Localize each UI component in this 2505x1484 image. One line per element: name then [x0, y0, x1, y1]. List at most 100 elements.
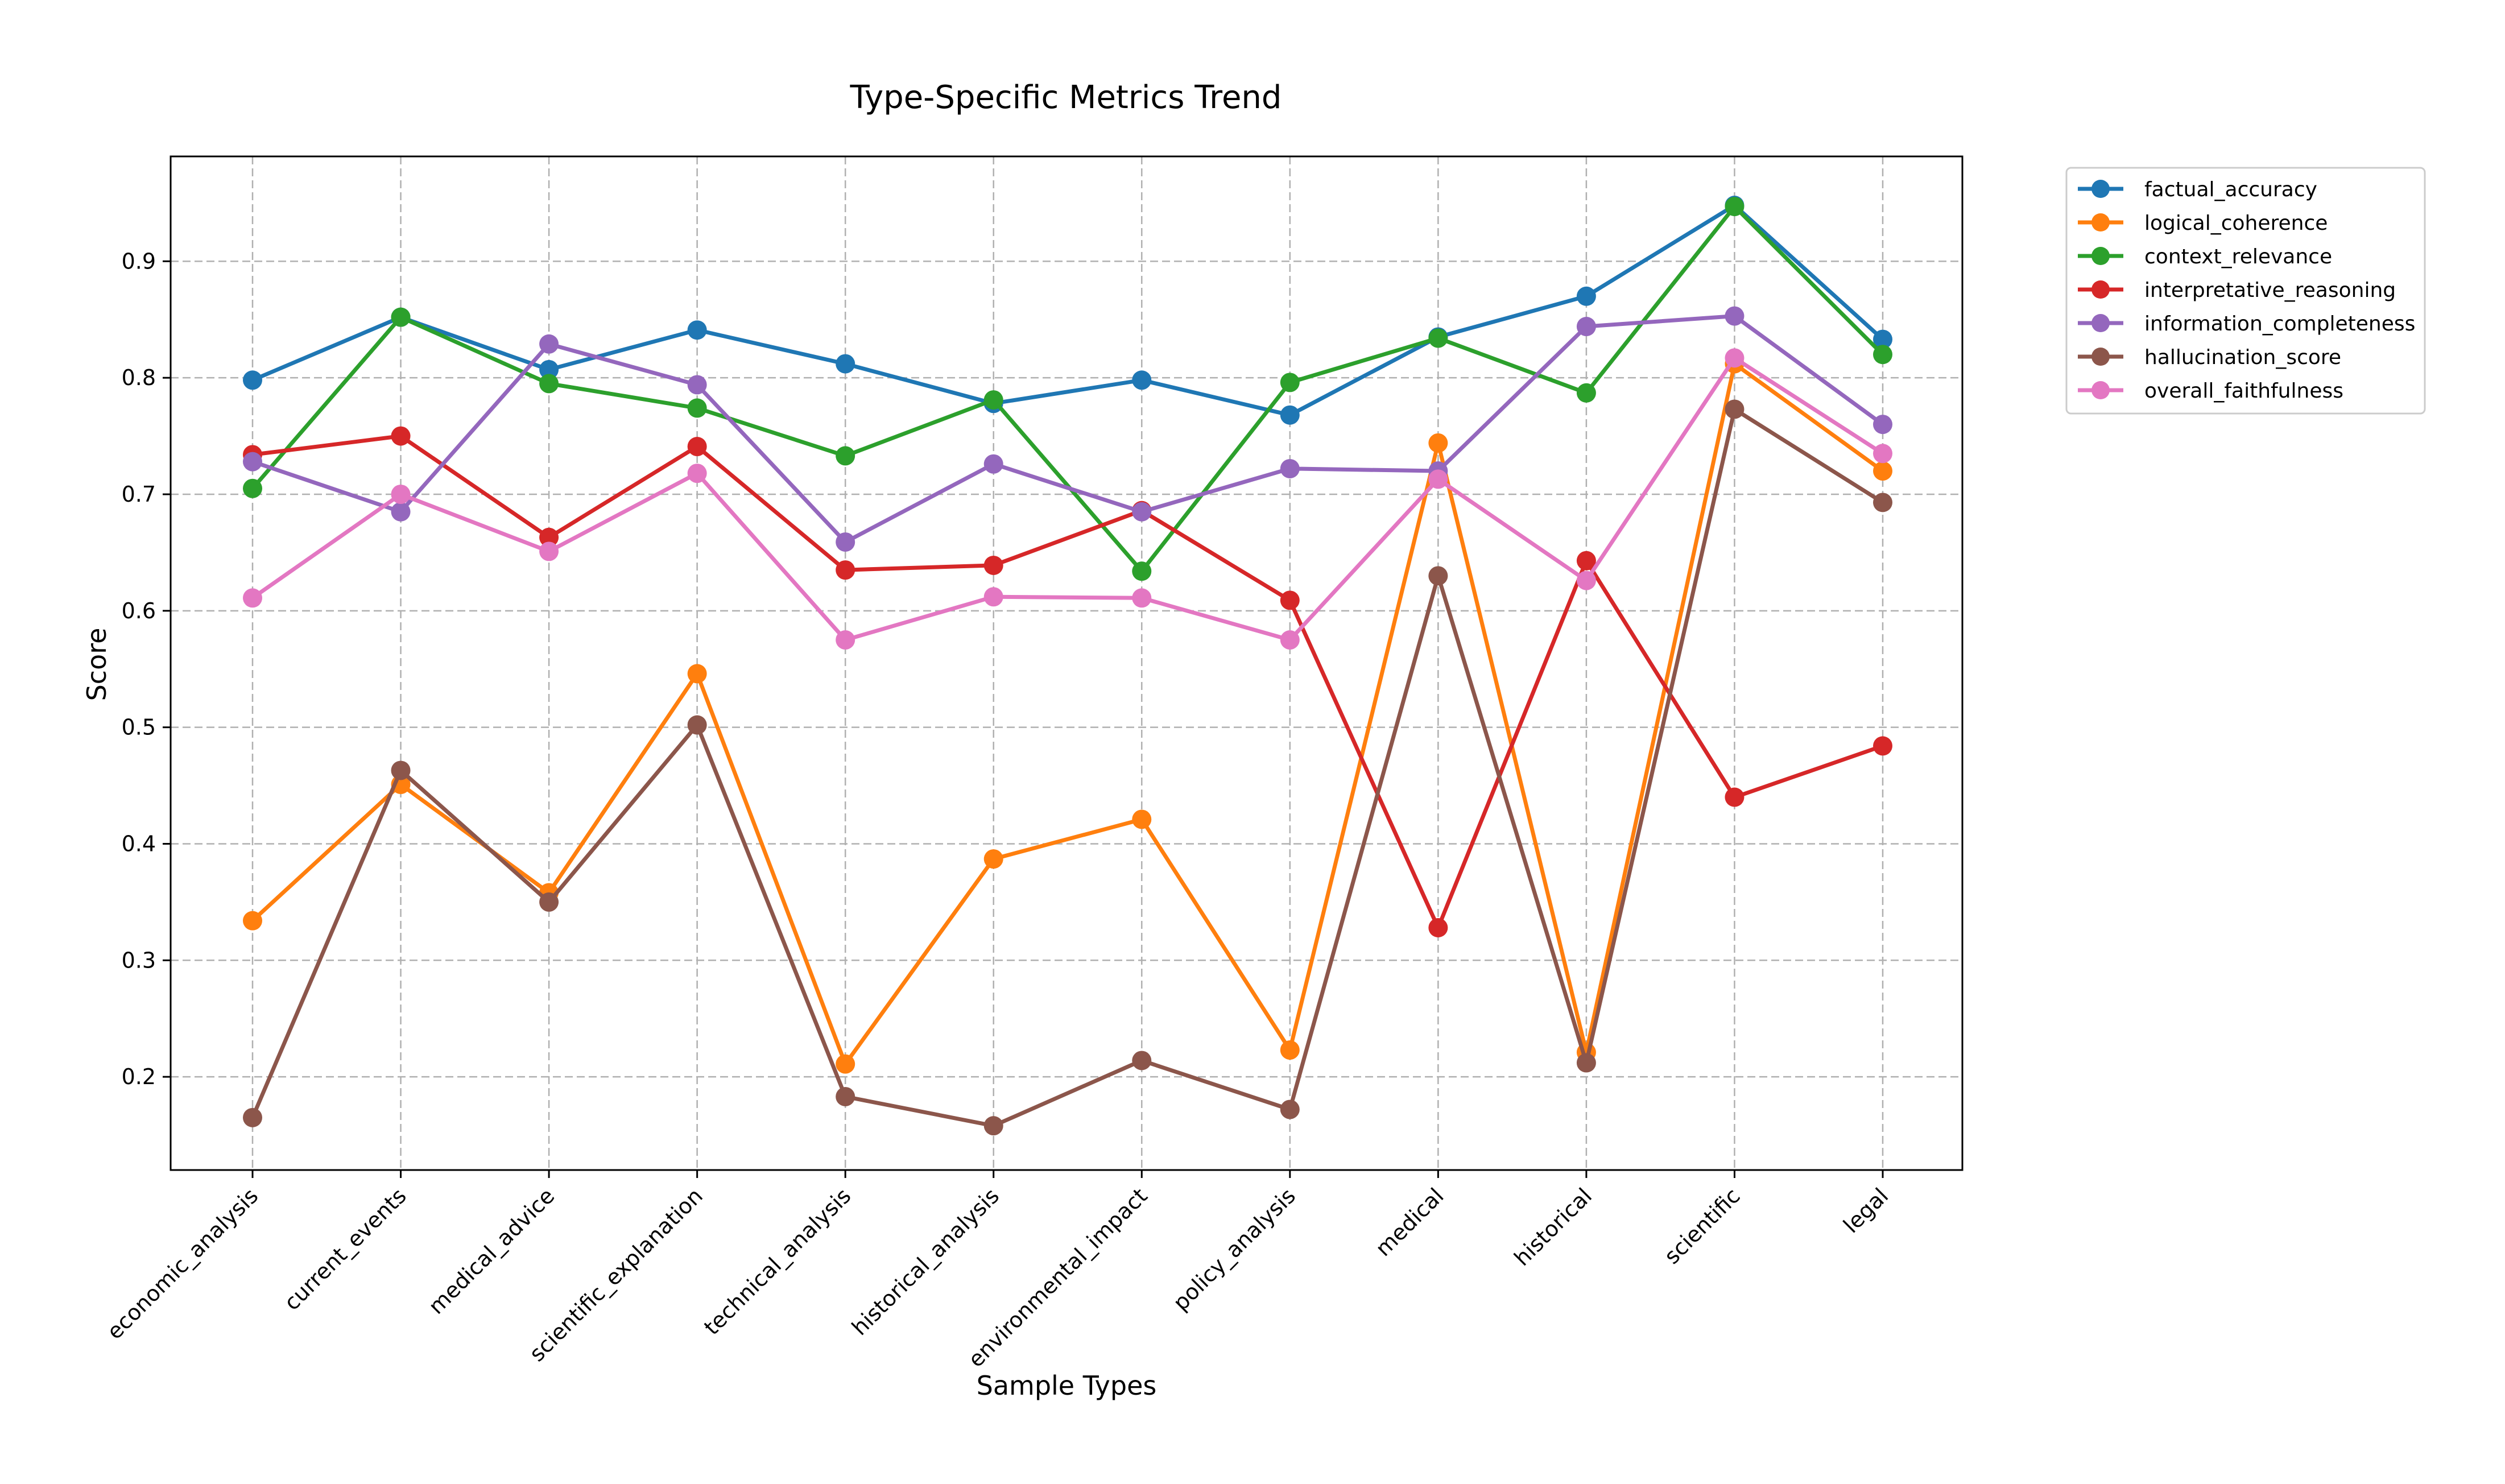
data-point-context_relevance — [1576, 383, 1596, 403]
data-point-hallucination_score — [391, 760, 411, 780]
legend-label: context_relevance — [2144, 245, 2332, 268]
legend: factual_accuracy logical_coherencecontext… — [2065, 167, 2426, 415]
data-point-interpretative_reasoning — [687, 437, 707, 457]
data-point-overall_faithfulness — [1280, 630, 1300, 650]
legend-swatch-marker — [2091, 213, 2110, 232]
data-point-context_relevance — [243, 478, 262, 498]
data-point-hallucination_score — [1576, 1053, 1596, 1073]
data-point-logical_coherence — [836, 1054, 855, 1074]
legend-label: logical_coherence — [2144, 212, 2328, 235]
legend-label: hallucination_score — [2144, 346, 2341, 369]
legend-swatch-marker — [2091, 314, 2110, 332]
y-tick-label: 0.7 — [122, 482, 156, 507]
data-point-hallucination_score — [1132, 1051, 1152, 1070]
series-line-logical_coherence — [251, 362, 1884, 1067]
data-point-factual_accuracy — [1132, 370, 1152, 390]
data-point-information_completeness — [391, 502, 411, 522]
data-point-overall_faithfulness — [983, 587, 1003, 607]
data-point-factual_accuracy — [687, 320, 707, 340]
series-line-information_completeness — [251, 314, 1884, 544]
plot-frame — [170, 155, 1964, 1171]
data-point-overall_faithfulness — [539, 541, 559, 561]
data-point-interpretative_reasoning — [539, 527, 559, 547]
data-point-information_completeness — [1132, 502, 1152, 522]
legend-entry-hallucination_score: hallucination_score — [2078, 346, 2341, 369]
data-point-information_completeness — [539, 334, 559, 354]
data-point-context_relevance — [391, 307, 411, 327]
data-point-logical_coherence — [1132, 809, 1152, 829]
data-point-factual_accuracy — [243, 370, 262, 390]
data-point-factual_accuracy — [1280, 405, 1300, 425]
data-point-context_relevance — [836, 446, 855, 466]
legend-label: interpretative_reasoning — [2144, 279, 2396, 302]
legend-frame — [2065, 167, 2426, 415]
y-tick-label: 0.3 — [122, 948, 156, 973]
data-point-logical_coherence — [687, 664, 707, 684]
data-point-overall_faithfulness — [687, 464, 707, 483]
y-tick-label: 0.9 — [122, 249, 156, 274]
data-point-context_relevance — [687, 398, 707, 418]
series-line-overall_faithfulness — [251, 356, 1884, 642]
data-point-interpretative_reasoning — [1280, 590, 1300, 610]
y-tick-label: 0.4 — [122, 831, 156, 856]
data-point-information_completeness — [243, 452, 262, 472]
legend-label: overall_faithfulness — [2144, 379, 2343, 403]
series-line-interpretative_reasoning — [252, 434, 1884, 930]
data-point-logical_coherence — [983, 849, 1003, 869]
data-point-hallucination_score — [836, 1086, 855, 1106]
data-point-factual_accuracy — [1576, 286, 1596, 306]
data-point-context_relevance — [1280, 373, 1300, 392]
legend-entry-context_relevance: context_relevance — [2078, 245, 2332, 268]
legend-entry-information_completeness: information_completeness — [2078, 312, 2415, 336]
data-point-overall_faithfulness — [391, 485, 411, 504]
data-point-factual_accuracy — [539, 359, 559, 379]
legend-entry-factual_accuracy: factual_accuracy — [2078, 178, 2317, 201]
data-point-overall_faithfulness — [1428, 469, 1448, 489]
data-point-hallucination_score — [243, 1107, 262, 1127]
data-point-interpretative_reasoning — [391, 426, 411, 446]
data-point-logical_coherence — [243, 911, 262, 931]
legend-entry-logical_coherence: logical_coherence — [2078, 212, 2328, 235]
data-point-information_completeness — [1725, 306, 1745, 326]
data-point-context_relevance — [1428, 328, 1448, 348]
data-point-hallucination_score — [1725, 399, 1745, 419]
data-point-information_completeness — [1576, 317, 1596, 337]
data-point-overall_faithfulness — [836, 630, 855, 650]
data-point-context_relevance — [983, 390, 1003, 410]
data-point-context_relevance — [1725, 197, 1745, 217]
legend-label: factual_accuracy — [2144, 178, 2317, 201]
series-logical_coherence — [243, 354, 1892, 1074]
legend-swatch-marker — [2091, 180, 2110, 198]
data-point-factual_accuracy — [1873, 329, 1892, 349]
y-tick-label: 0.6 — [122, 598, 156, 623]
data-point-hallucination_score — [687, 715, 707, 735]
legend-entry-overall_faithfulness: overall_faithfulness — [2078, 379, 2343, 403]
data-point-logical_coherence — [1428, 433, 1448, 453]
series-overall_faithfulness — [243, 348, 1892, 650]
data-point-hallucination_score — [1428, 566, 1448, 586]
data-point-information_completeness — [836, 532, 855, 552]
legend-entry-interpretative_reasoning: interpretative_reasoning — [2078, 279, 2396, 302]
legend-label: information_completeness — [2144, 312, 2415, 336]
data-point-interpretative_reasoning — [1725, 787, 1745, 807]
data-point-interpretative_reasoning — [1428, 917, 1448, 937]
series-hallucination_score — [243, 399, 1892, 1136]
data-point-overall_faithfulness — [1576, 571, 1596, 590]
data-point-hallucination_score — [539, 892, 559, 912]
data-point-context_relevance — [1132, 561, 1152, 581]
legend-swatch-marker — [2091, 348, 2110, 366]
data-point-hallucination_score — [983, 1116, 1003, 1136]
series-line-hallucination_score — [250, 407, 1884, 1128]
data-point-context_relevance — [539, 374, 559, 394]
data-point-interpretative_reasoning — [1873, 736, 1892, 756]
data-point-information_completeness — [687, 375, 707, 395]
chart-title: Type-Specific Metrics Trend — [850, 79, 1282, 116]
data-point-overall_faithfulness — [1873, 444, 1892, 464]
data-point-context_relevance — [1873, 345, 1892, 365]
data-point-overall_faithfulness — [1132, 588, 1152, 608]
x-axis-title: Sample Types — [977, 1370, 1157, 1401]
data-point-overall_faithfulness — [1725, 348, 1745, 368]
data-point-information_completeness — [983, 454, 1003, 474]
y-axis: 0.2 0.3 0.4 0.5 0.6 0.7 0.8 0.9 — [122, 249, 171, 1089]
